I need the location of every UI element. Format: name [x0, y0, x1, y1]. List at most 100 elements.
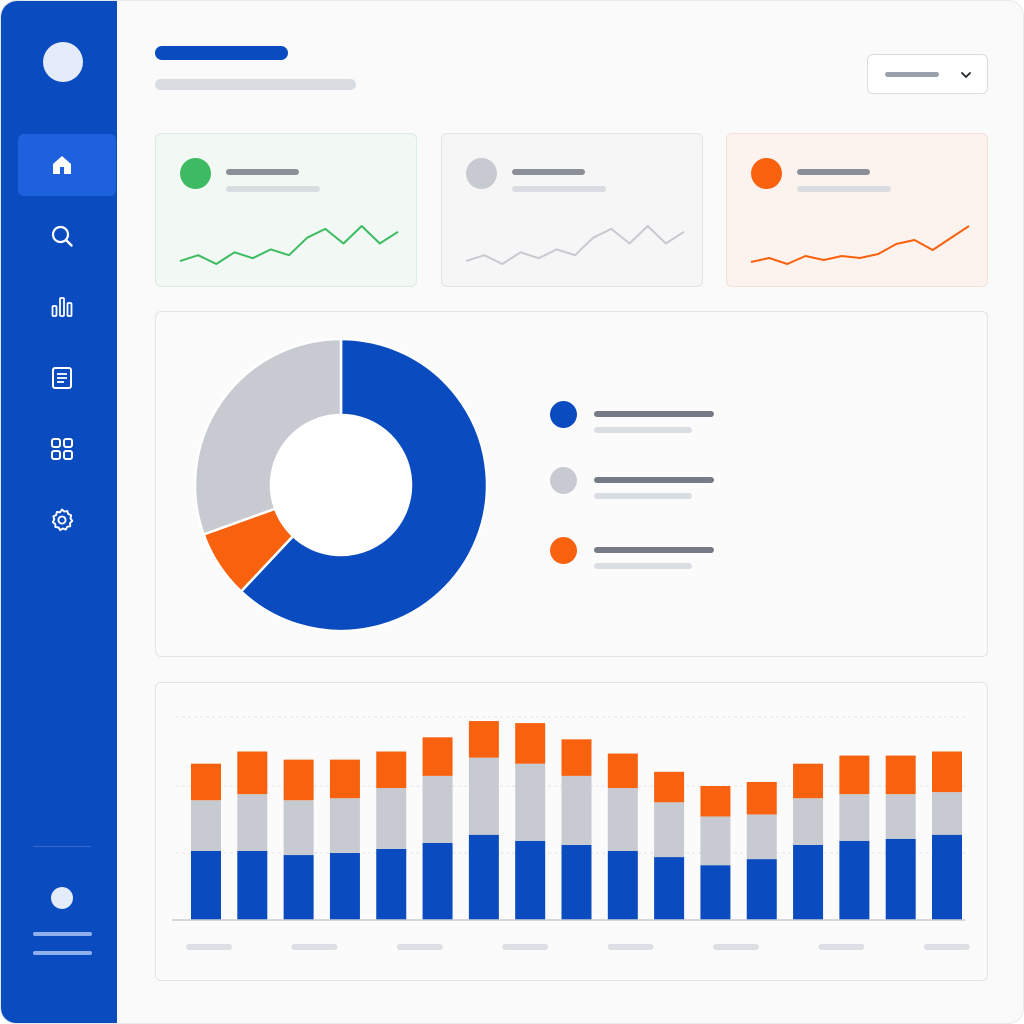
bar-segment[interactable]: [932, 834, 962, 920]
sparkline-path: [750, 225, 970, 265]
bar-segment[interactable]: [746, 781, 777, 815]
bar-segment[interactable]: [329, 759, 360, 799]
sidebar-item-home[interactable]: [18, 134, 116, 196]
x-tick-label-placeholder: [502, 944, 549, 950]
bar-segment[interactable]: [283, 759, 314, 801]
bar-segment[interactable]: [839, 755, 870, 795]
bar-segment[interactable]: [237, 751, 268, 795]
bar-segment[interactable]: [515, 840, 546, 920]
bar-segment[interactable]: [885, 794, 916, 839]
bar-segment[interactable]: [422, 842, 453, 920]
bar-segment[interactable]: [700, 816, 731, 866]
legend-value-placeholder: [594, 427, 692, 433]
legend-label-placeholder: [594, 547, 714, 553]
user-avatar[interactable]: [51, 887, 73, 909]
page-subtitle-placeholder: [155, 79, 356, 90]
stacked-bar-chart-panel: [155, 682, 988, 981]
legend-dot: [550, 401, 577, 428]
bar-segment[interactable]: [607, 788, 638, 851]
legend-value-placeholder: [594, 563, 692, 569]
x-tick-label-placeholder: [291, 944, 338, 950]
x-tick-label-placeholder: [607, 944, 654, 950]
legend-label-placeholder: [594, 477, 714, 483]
bar-segment[interactable]: [654, 771, 685, 803]
x-tick-label-placeholder: [396, 944, 443, 950]
document-icon: [52, 367, 72, 389]
sidebar-item-search[interactable]: [18, 205, 116, 267]
bar-segment[interactable]: [376, 751, 407, 789]
bar-segment[interactable]: [468, 721, 499, 758]
bar-segment[interactable]: [839, 794, 870, 841]
sidebar-item-apps[interactable]: [18, 418, 116, 480]
bar-segment[interactable]: [237, 794, 268, 851]
bar-segment[interactable]: [237, 850, 268, 920]
x-tick-label-placeholder: [818, 944, 865, 950]
bar-segment[interactable]: [932, 751, 962, 793]
sparkline-path: [179, 225, 399, 265]
bar-segment[interactable]: [191, 763, 221, 801]
legend-label-placeholder: [594, 411, 714, 417]
bar-segment[interactable]: [654, 857, 685, 920]
bar-segment[interactable]: [376, 788, 407, 849]
kpi-label-placeholder: [226, 169, 299, 175]
bar-segment[interactable]: [793, 763, 824, 799]
bar-segment[interactable]: [607, 850, 638, 920]
bar-segment[interactable]: [746, 859, 777, 920]
bar-segment[interactable]: [515, 723, 546, 764]
kpi-value-placeholder: [512, 186, 606, 192]
bar-segment[interactable]: [561, 775, 592, 845]
sidebar-item-reports[interactable]: [18, 347, 116, 409]
bar-segment[interactable]: [700, 865, 731, 920]
sidebar-item-analytics[interactable]: [18, 276, 116, 338]
dropdown-value-placeholder: [885, 72, 939, 77]
bar-segment[interactable]: [376, 848, 407, 920]
legend-item: [550, 537, 750, 577]
period-dropdown[interactable]: [867, 54, 988, 94]
bar-chart-icon: [51, 297, 73, 317]
bar-segment[interactable]: [885, 838, 916, 920]
bar-segment[interactable]: [422, 737, 453, 776]
bar-segment[interactable]: [932, 792, 962, 835]
kpi-card-gray[interactable]: [441, 133, 703, 287]
legend-item: [550, 467, 750, 507]
sidebar-item-settings[interactable]: [18, 489, 116, 551]
kpi-sparkline: [179, 225, 399, 265]
bar-segment[interactable]: [191, 800, 221, 851]
stacked-bar-chart: [172, 716, 970, 950]
kpi-status-dot: [466, 158, 497, 189]
sparkline-path: [465, 225, 685, 265]
bar-segment[interactable]: [329, 853, 360, 920]
bar-segment[interactable]: [283, 855, 314, 920]
kpi-status-dot: [751, 158, 782, 189]
bar-segment[interactable]: [654, 802, 685, 858]
donut-slice-0[interactable]: [239, 337, 489, 633]
bar-segment[interactable]: [839, 840, 870, 920]
bar-segment[interactable]: [422, 775, 453, 843]
donut-slice-2[interactable]: [193, 337, 343, 537]
bar-segment[interactable]: [191, 850, 221, 920]
kpi-status-dot: [180, 158, 211, 189]
kpi-sparkline: [465, 225, 685, 265]
bar-segment[interactable]: [746, 814, 777, 860]
legend-dot: [550, 537, 577, 564]
menu-line: [33, 951, 92, 955]
donut-hole: [272, 416, 410, 554]
kpi-sparkline: [750, 225, 970, 265]
logo: [43, 42, 83, 82]
bar-segment[interactable]: [700, 786, 731, 817]
kpi-value-placeholder: [226, 186, 320, 192]
bar-segment[interactable]: [607, 753, 638, 789]
bar-segment[interactable]: [468, 834, 499, 920]
kpi-card-green[interactable]: [155, 133, 417, 287]
bar-segment[interactable]: [885, 755, 916, 795]
bar-segment[interactable]: [561, 739, 592, 776]
bar-segment[interactable]: [283, 800, 314, 856]
bar-segment[interactable]: [793, 798, 824, 845]
bar-segment[interactable]: [515, 763, 546, 841]
bar-segment[interactable]: [468, 757, 499, 835]
bar-segment[interactable]: [329, 798, 360, 854]
gear-icon: [51, 508, 74, 532]
kpi-card-orange[interactable]: [726, 133, 988, 287]
bar-segment[interactable]: [793, 844, 824, 920]
bar-segment[interactable]: [561, 844, 592, 920]
